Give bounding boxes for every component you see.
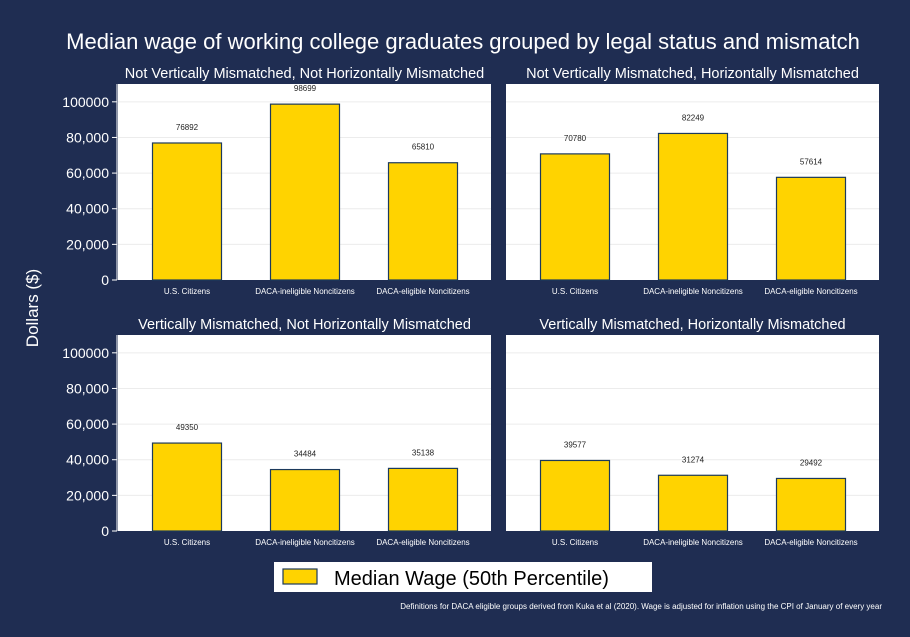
y-tick-label: 100000 — [62, 345, 109, 361]
bar-value-label: 29492 — [800, 458, 823, 467]
y-axis-label: Dollars ($) — [23, 269, 42, 347]
bar — [387, 162, 459, 281]
panel-4: Vertically Mismatched, Horizontally Mism… — [506, 317, 879, 547]
x-tick-label: DACA-ineligible Noncitizens — [643, 287, 743, 296]
bar — [269, 468, 341, 532]
bar — [775, 477, 847, 532]
figure-note: Definitions for DACA eligible groups der… — [400, 602, 882, 611]
legend-swatch — [282, 568, 318, 585]
panel-1: Not Vertically Mismatched, Not Horizonta… — [62, 66, 491, 296]
x-tick-label: DACA-ineligible Noncitizens — [255, 287, 355, 296]
x-tick-label: DACA-eligible Noncitizens — [764, 287, 857, 296]
panel-title: Not Vertically Mismatched, Horizontally … — [526, 66, 859, 82]
y-tick-label: 0 — [101, 523, 109, 539]
bar — [657, 474, 729, 532]
bar-value-label: 49350 — [176, 423, 199, 432]
y-tick-label: 60,000 — [66, 165, 109, 181]
x-tick-label: U.S. Citizens — [164, 287, 210, 296]
bar-value-label: 31274 — [682, 455, 705, 464]
panel-3: Vertically Mismatched, Not Horizontally … — [62, 317, 491, 547]
bar-value-label: 82249 — [682, 113, 705, 122]
y-tick-label: 20,000 — [66, 236, 109, 252]
bar — [151, 142, 223, 281]
x-tick-label: DACA-eligible Noncitizens — [764, 538, 857, 547]
bar-value-label: 70780 — [564, 134, 587, 143]
bar-value-label: 39577 — [564, 440, 587, 449]
bar-value-label: 65810 — [412, 143, 435, 152]
x-tick-label: DACA-ineligible Noncitizens — [643, 538, 743, 547]
y-tick-label: 80,000 — [66, 380, 109, 396]
figure-title: Median wage of working college graduates… — [66, 29, 860, 54]
panel-title: Vertically Mismatched, Not Horizontally … — [138, 317, 471, 333]
bar — [657, 132, 729, 281]
bar — [151, 442, 223, 532]
bar — [387, 467, 459, 532]
y-tick-label: 60,000 — [66, 416, 109, 432]
legend-label: Median Wage (50th Percentile) — [334, 568, 609, 590]
bar — [269, 103, 341, 281]
panel-title: Vertically Mismatched, Horizontally Mism… — [539, 317, 845, 333]
bar-value-label: 98699 — [294, 84, 317, 93]
x-tick-label: DACA-eligible Noncitizens — [376, 538, 469, 547]
y-tick-label: 100000 — [62, 94, 109, 110]
x-tick-label: DACA-ineligible Noncitizens — [255, 538, 355, 547]
y-tick-label: 40,000 — [66, 452, 109, 468]
bar — [539, 459, 611, 532]
x-tick-label: U.S. Citizens — [552, 287, 598, 296]
y-tick-label: 40,000 — [66, 201, 109, 217]
y-tick-label: 0 — [101, 272, 109, 288]
x-tick-label: DACA-eligible Noncitizens — [376, 287, 469, 296]
x-tick-label: U.S. Citizens — [552, 538, 598, 547]
bar-value-label: 57614 — [800, 157, 823, 166]
panel-2: Not Vertically Mismatched, Horizontally … — [506, 66, 879, 296]
bar-value-label: 34484 — [294, 450, 317, 459]
y-tick-label: 20,000 — [66, 487, 109, 503]
bar-value-label: 35138 — [412, 448, 435, 457]
bar — [539, 153, 611, 281]
panel-title: Not Vertically Mismatched, Not Horizonta… — [125, 66, 484, 82]
legend-box — [274, 562, 652, 592]
bar — [775, 176, 847, 281]
legend: Median Wage (50th Percentile) — [274, 562, 652, 592]
bar-value-label: 76892 — [176, 123, 199, 132]
y-tick-label: 80,000 — [66, 129, 109, 145]
panels-grid: Not Vertically Mismatched, Not Horizonta… — [62, 66, 879, 547]
x-tick-label: U.S. Citizens — [164, 538, 210, 547]
